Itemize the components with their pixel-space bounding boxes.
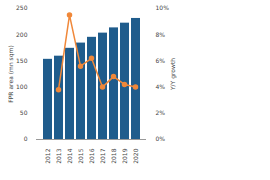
svg-text:2016: 2016 <box>88 148 95 163</box>
svg-text:Y/Y growth: Y/Y growth <box>169 58 177 91</box>
svg-text:2019: 2019 <box>121 148 128 163</box>
svg-text:10%: 10% <box>156 4 170 11</box>
svg-text:100: 100 <box>16 83 28 90</box>
svg-text:2013: 2013 <box>55 148 62 163</box>
svg-text:200: 200 <box>16 31 28 38</box>
svg-text:6%: 6% <box>156 57 166 64</box>
svg-text:2014: 2014 <box>66 148 73 163</box>
svg-text:150: 150 <box>16 57 28 64</box>
svg-text:0%: 0% <box>156 135 166 142</box>
svg-text:2%: 2% <box>156 109 166 116</box>
svg-text:2020: 2020 <box>132 148 139 163</box>
svg-text:8%: 8% <box>156 31 166 38</box>
svg-text:FPR area (mn sqm): FPR area (mn sqm) <box>7 45 15 102</box>
svg-text:50: 50 <box>20 109 28 116</box>
svg-text:2017: 2017 <box>99 148 106 163</box>
svg-text:0: 0 <box>24 135 28 142</box>
svg-text:2015: 2015 <box>77 148 84 163</box>
svg-text:2012: 2012 <box>44 148 51 163</box>
svg-text:250: 250 <box>16 4 28 11</box>
svg-text:4%: 4% <box>156 83 166 90</box>
svg-text:2018: 2018 <box>110 148 117 163</box>
